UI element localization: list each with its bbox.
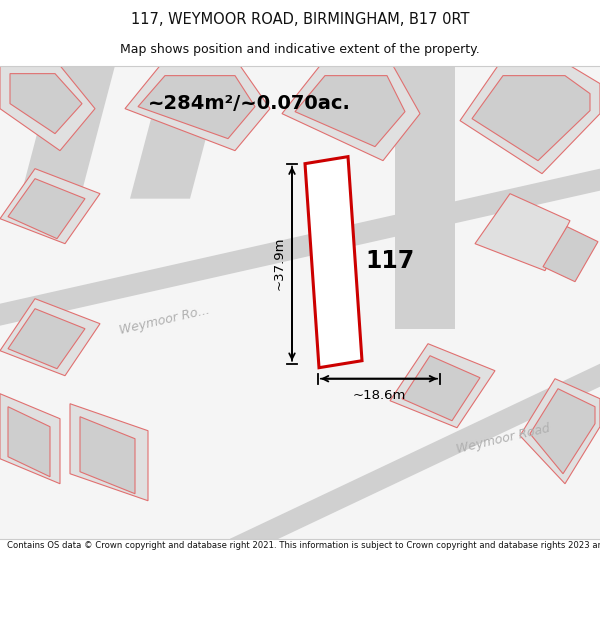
Text: 117, WEYMOOR ROAD, BIRMINGHAM, B17 0RT: 117, WEYMOOR ROAD, BIRMINGHAM, B17 0RT — [131, 12, 469, 27]
Text: 117: 117 — [365, 249, 414, 272]
Polygon shape — [0, 66, 600, 539]
Polygon shape — [8, 309, 85, 369]
Polygon shape — [472, 76, 590, 161]
Polygon shape — [460, 66, 600, 174]
Text: ~37.9m: ~37.9m — [273, 237, 286, 291]
Polygon shape — [125, 66, 270, 151]
Text: Weymoor Ro...: Weymoor Ro... — [118, 304, 211, 338]
Polygon shape — [530, 389, 595, 474]
Polygon shape — [138, 76, 255, 139]
Polygon shape — [305, 157, 362, 368]
Polygon shape — [543, 227, 598, 282]
Polygon shape — [390, 344, 495, 428]
Polygon shape — [0, 169, 600, 326]
Text: ~18.6m: ~18.6m — [352, 389, 406, 402]
Polygon shape — [282, 66, 420, 161]
Text: Map shows position and indicative extent of the property.: Map shows position and indicative extent… — [120, 42, 480, 56]
Polygon shape — [402, 356, 480, 421]
Polygon shape — [0, 169, 100, 244]
Text: ~284m²/~0.070ac.: ~284m²/~0.070ac. — [148, 94, 351, 113]
Polygon shape — [295, 76, 405, 147]
Polygon shape — [230, 364, 600, 562]
Polygon shape — [0, 66, 95, 151]
Polygon shape — [8, 179, 85, 239]
Polygon shape — [0, 299, 100, 376]
Text: Weymoor Road: Weymoor Road — [455, 422, 551, 456]
Polygon shape — [520, 379, 600, 484]
Polygon shape — [0, 394, 60, 484]
Polygon shape — [475, 194, 570, 271]
Text: Contains OS data © Crown copyright and database right 2021. This information is : Contains OS data © Crown copyright and d… — [7, 541, 600, 550]
Polygon shape — [395, 66, 455, 329]
Polygon shape — [10, 74, 82, 134]
Polygon shape — [80, 417, 135, 494]
Polygon shape — [70, 404, 148, 501]
Polygon shape — [8, 407, 50, 477]
Polygon shape — [20, 66, 115, 199]
Polygon shape — [130, 66, 225, 199]
